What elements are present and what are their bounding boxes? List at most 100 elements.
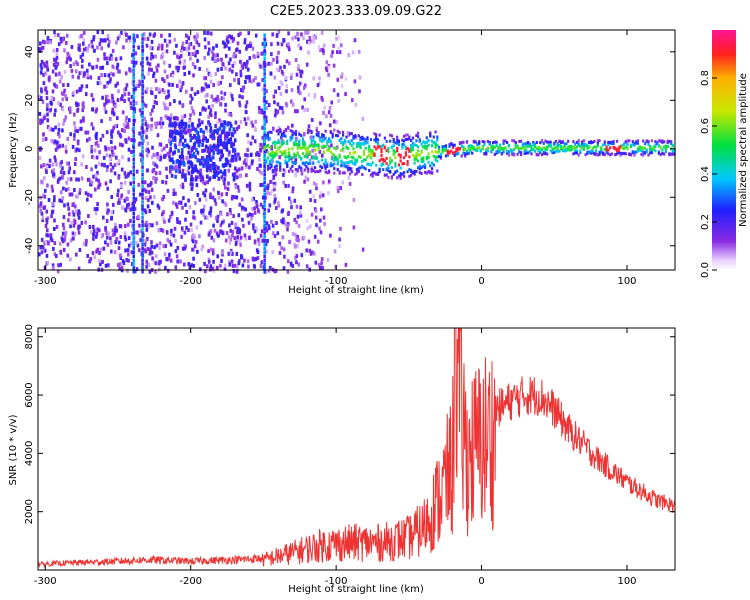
track-cell bbox=[455, 152, 458, 156]
track-cell bbox=[347, 168, 350, 172]
stripe-cell bbox=[263, 33, 266, 37]
track-cell bbox=[347, 155, 350, 159]
track-cell bbox=[462, 148, 465, 152]
noise-cell bbox=[92, 35, 96, 40]
noise-cell bbox=[162, 60, 166, 65]
noise-cell bbox=[169, 215, 172, 219]
noise-cluster-cell bbox=[228, 127, 232, 132]
noise-cell bbox=[62, 186, 65, 191]
noise-cell bbox=[59, 170, 63, 175]
noise-cell bbox=[56, 269, 60, 274]
noise-cell bbox=[206, 180, 209, 185]
track-cell bbox=[403, 171, 406, 175]
stripe-cell bbox=[132, 130, 135, 134]
noise-cell bbox=[119, 195, 123, 200]
noise-cell bbox=[135, 240, 138, 245]
noise-cluster-cell bbox=[197, 143, 201, 148]
noise-cell bbox=[49, 233, 53, 238]
track-cell bbox=[321, 145, 324, 149]
track-cell bbox=[408, 155, 411, 159]
noise-cell bbox=[202, 106, 205, 111]
noise-cell bbox=[147, 224, 151, 229]
noise-cluster-cell bbox=[197, 139, 201, 143]
noise-cell bbox=[248, 56, 252, 61]
noise-cluster-cell bbox=[170, 134, 173, 139]
track-cell bbox=[434, 145, 437, 149]
noise-cell bbox=[196, 90, 200, 95]
track-cell bbox=[347, 161, 350, 164]
track-cell bbox=[298, 155, 301, 159]
noise-cluster-cell bbox=[191, 145, 195, 150]
noise-cell bbox=[101, 38, 104, 43]
track-cell bbox=[303, 143, 306, 147]
noise-cell bbox=[267, 208, 270, 213]
track-cell bbox=[570, 145, 573, 149]
track-cell bbox=[284, 159, 287, 163]
noise-cell bbox=[124, 32, 128, 37]
track-cell bbox=[373, 171, 376, 175]
noise-cell bbox=[165, 166, 168, 171]
noise-cell bbox=[195, 183, 199, 188]
track-cell bbox=[331, 163, 334, 167]
track-cell bbox=[610, 142, 613, 146]
noise-cell bbox=[262, 195, 265, 200]
track-cell bbox=[490, 147, 493, 150]
track-cell bbox=[617, 146, 620, 150]
noise-cell bbox=[78, 248, 82, 252]
stripe-cell bbox=[263, 227, 266, 231]
track-cell bbox=[371, 161, 374, 165]
noise-cell bbox=[214, 97, 218, 102]
track-cell bbox=[488, 142, 491, 146]
noise-cell bbox=[77, 177, 80, 182]
track-cell bbox=[450, 143, 453, 147]
noise-cell bbox=[252, 257, 255, 262]
noise-cluster-cell bbox=[224, 145, 228, 150]
track-cell bbox=[338, 131, 341, 135]
noise-cell bbox=[201, 138, 205, 143]
noise-cell bbox=[112, 65, 116, 70]
noise-cell bbox=[260, 260, 264, 265]
stripe-cell bbox=[132, 250, 135, 255]
stripe-cell bbox=[132, 227, 135, 231]
noise-cell bbox=[244, 158, 247, 163]
noise-cell bbox=[273, 233, 277, 238]
stripe-cell bbox=[132, 48, 135, 53]
noise-cell bbox=[187, 262, 190, 266]
noise-cell bbox=[84, 242, 88, 247]
track-cell bbox=[671, 144, 674, 148]
track-cell bbox=[369, 152, 373, 156]
track-cell bbox=[425, 155, 428, 159]
track-cell bbox=[596, 153, 599, 157]
track-cell bbox=[502, 150, 505, 154]
noise-cell bbox=[137, 214, 140, 219]
noise-cell bbox=[157, 155, 160, 160]
track-cell bbox=[415, 134, 418, 137]
track-cell bbox=[563, 149, 566, 153]
noise-cell bbox=[294, 172, 297, 177]
noise-cell bbox=[169, 258, 173, 263]
noise-cell bbox=[270, 61, 273, 66]
noise-cluster-cell bbox=[208, 163, 211, 168]
noise-cell bbox=[52, 62, 56, 67]
noise-cell bbox=[341, 163, 344, 168]
noise-cell bbox=[188, 265, 192, 270]
noise-cluster-cell bbox=[181, 172, 184, 177]
track-cell bbox=[273, 152, 277, 156]
track-cell bbox=[603, 147, 606, 151]
noise-cell bbox=[57, 42, 61, 47]
noise-cell bbox=[95, 231, 99, 236]
stripe-cell bbox=[263, 83, 266, 88]
noise-cell bbox=[214, 147, 217, 152]
track-cell bbox=[661, 148, 664, 152]
noise-cell bbox=[157, 205, 161, 210]
noise-cell bbox=[55, 84, 59, 89]
noise-cell bbox=[261, 65, 265, 70]
noise-cluster-cell bbox=[206, 157, 210, 162]
noise-cell bbox=[74, 157, 77, 162]
noise-cluster-cell bbox=[198, 161, 202, 166]
noise-cell bbox=[224, 263, 227, 268]
noise-cell bbox=[313, 234, 317, 239]
track-cell bbox=[389, 156, 392, 160]
noise-cell bbox=[60, 39, 63, 44]
track-cell bbox=[354, 151, 357, 154]
